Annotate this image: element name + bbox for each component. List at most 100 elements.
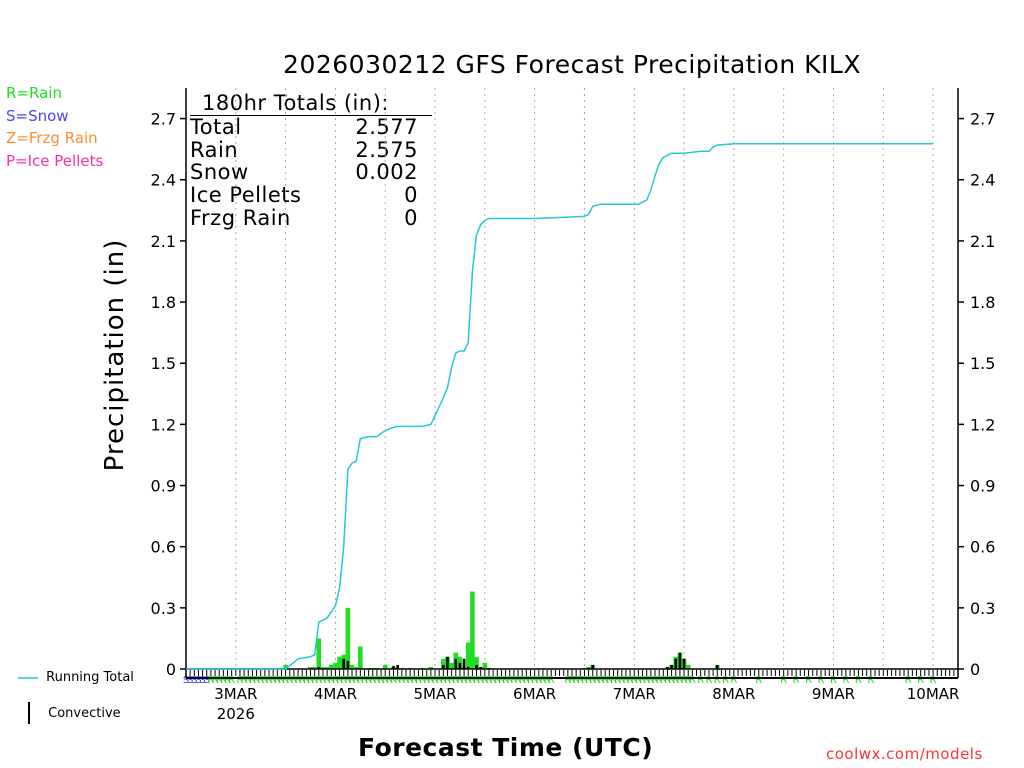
y-tick-label: 2.1 (151, 232, 176, 251)
ptype-mark: R (793, 675, 800, 686)
ptype-mark: R (236, 675, 243, 686)
precip-bar (453, 652, 459, 669)
ptype-mark: R (523, 675, 530, 686)
ptype-mark: R (697, 675, 704, 686)
legend-frzg-rain: Z=Frzg Rain (6, 129, 98, 147)
ptype-mark: R (535, 675, 542, 686)
ptype-mark: S (183, 675, 189, 686)
ptype-mark: R (419, 675, 426, 686)
precip-bar (590, 664, 596, 669)
ptype-mark: R (905, 675, 912, 686)
ptype-mark: R (249, 675, 256, 686)
precip-bar (486, 667, 492, 669)
ptype-mark: R (444, 675, 451, 686)
ptype-mark: R (220, 675, 227, 686)
ptype-mark: R (386, 675, 393, 686)
ptype-mark: R (436, 675, 443, 686)
precip-bar (445, 656, 450, 669)
ptype-mark: R (307, 675, 314, 686)
ptype-mark: R (423, 675, 430, 686)
y-tick-label: 0.9 (151, 477, 176, 496)
ptype-mark: R (452, 675, 459, 686)
ptype-mark: R (477, 675, 484, 686)
ptype-mark: R (598, 675, 605, 686)
ptype-mark: R (602, 675, 609, 686)
totals-row-total: Total 2.577 (190, 115, 418, 139)
ptype-mark: R (224, 675, 231, 686)
precip-bar (391, 666, 396, 669)
convective-bar (342, 658, 346, 669)
ptype-mark: R (672, 675, 679, 686)
ptype-mark: R (805, 675, 812, 686)
precip-bar (395, 667, 400, 669)
totals-row-snow: Snow 0.002 (190, 161, 418, 184)
ptype-mark: R (614, 675, 621, 686)
ptype-mark: R (627, 675, 634, 686)
convective-bar (487, 667, 491, 669)
ptype-mark: R (510, 675, 517, 686)
convective-bar (674, 658, 678, 669)
precip-bar (482, 662, 488, 669)
ptype-mark: R (647, 675, 654, 686)
convective-bar (359, 667, 362, 669)
convective-bar (475, 664, 478, 669)
precip-bar (420, 667, 425, 669)
precip-bar (449, 662, 454, 669)
y-tick-label-right: 1.5 (970, 354, 995, 373)
x-tick-label: 6MAR (513, 685, 556, 703)
ptype-mark: R (606, 675, 613, 686)
y-tick-label: 0 (166, 660, 176, 679)
convective-bar (454, 658, 458, 669)
convective-bar (682, 658, 686, 669)
ptype-mark: R (622, 675, 629, 686)
x-tick-label: 10MAR (907, 685, 960, 703)
ptype-mark: R (618, 675, 625, 686)
precip-type-legend: R=Rain S=Snow Z=Frzg Rain P=Ice Pellets (6, 82, 103, 172)
ptype-mark: R (681, 675, 688, 686)
ptype-mark: R (324, 675, 331, 686)
convective-bar (392, 665, 395, 669)
precip-bar (586, 666, 591, 669)
totals-row-ice-pellets: Ice Pellets 0 (190, 184, 418, 207)
x-tick-label: 8MAR (712, 685, 755, 703)
ptype-mark: R (867, 675, 874, 686)
ptype-mark: R (855, 675, 862, 686)
ptype-mark: R (253, 675, 260, 686)
ptype-mark: R (274, 675, 281, 686)
credit-text: coolwx.com/models (826, 745, 983, 763)
precip-bar (677, 652, 683, 669)
chart-title: 2026030212 GFS Forecast Precipitation KI… (283, 50, 861, 79)
precip-bar (312, 666, 317, 669)
ptype-mark: R (411, 675, 418, 686)
ptype-mark: R (589, 675, 596, 686)
y-tick-label-right: 2.4 (970, 171, 995, 190)
totals-value: 2.575 (355, 137, 418, 162)
ptype-mark: R (722, 675, 729, 686)
precip-bar (382, 664, 388, 669)
totals-header: 180hr Totals (in): (190, 92, 432, 116)
precip-bar (685, 664, 691, 669)
ptype-mark: R (527, 675, 534, 686)
convective-swatch (28, 702, 37, 724)
ptype-mark: R (656, 675, 663, 686)
ptype-mark: R (373, 675, 380, 686)
ptype-mark: R (564, 675, 571, 686)
precip-bar (358, 646, 363, 669)
legend-rain: R=Rain (6, 84, 62, 102)
ptype-mark: S (199, 675, 205, 686)
ptype-mark: R (448, 675, 455, 686)
ptype-mark: R (311, 675, 318, 686)
ptype-mark: R (531, 675, 538, 686)
precip-bar (370, 667, 376, 669)
precip-bar (366, 667, 371, 669)
ptype-mark: R (664, 675, 671, 686)
convective-bar (346, 660, 350, 669)
x-tick-label: 3MAR (214, 685, 257, 703)
ptype-mark: R (465, 675, 472, 686)
convective-bar (458, 662, 462, 669)
totals-row-frzg-rain: Frzg Rain 0 (190, 207, 418, 230)
ptype-mark: R (290, 675, 297, 686)
bars (283, 591, 720, 669)
